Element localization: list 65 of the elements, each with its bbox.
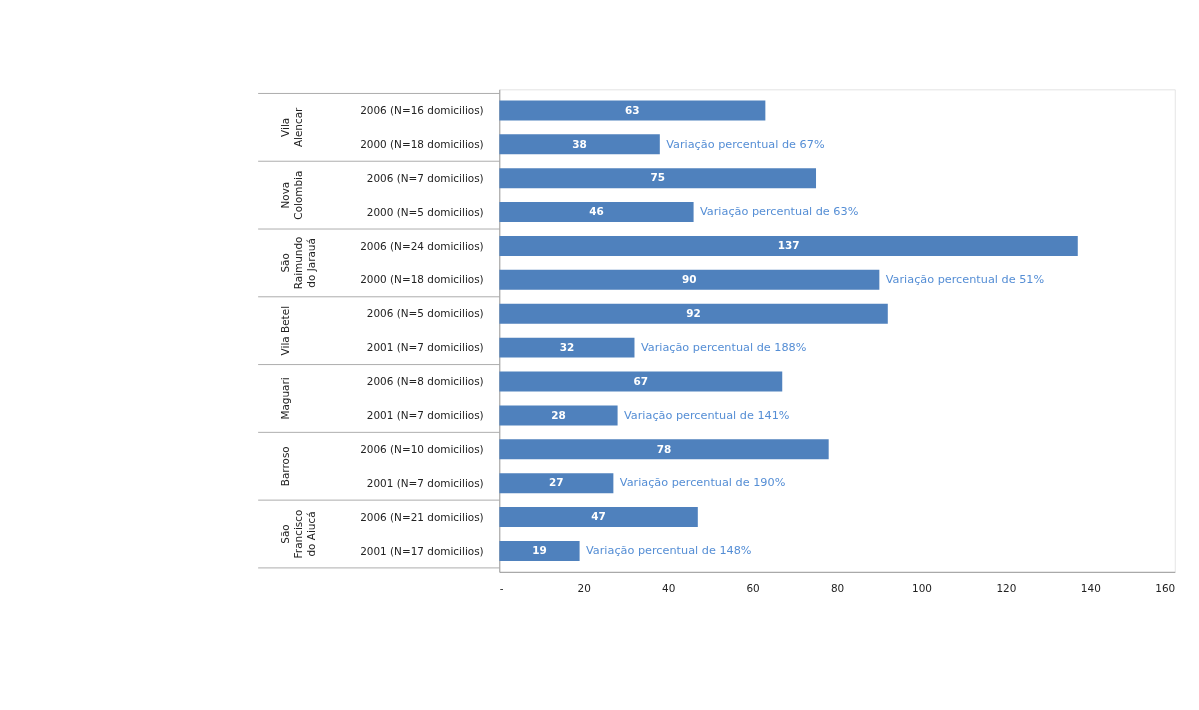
data-label: 19 xyxy=(532,544,547,557)
bar xyxy=(499,269,880,290)
data-label: 92 xyxy=(686,306,701,319)
bar xyxy=(499,303,888,324)
data-label: 90 xyxy=(682,273,697,286)
bar xyxy=(499,134,660,155)
y-tick-label: 2006 (N=7 domicilios) xyxy=(366,171,484,184)
annotation: Variação percentual de 51% xyxy=(885,273,1045,287)
y-tick-label: 2001 (N=7 domicilios) xyxy=(366,476,484,489)
bar xyxy=(499,168,817,189)
annotation: Variação percentual de 188% xyxy=(640,340,807,354)
x-tick-label: 100 xyxy=(912,581,932,594)
x-tick-label: 140 xyxy=(1080,581,1101,594)
y-tick-label: 2006 (N=10 domicilios) xyxy=(360,442,484,455)
annotation: Variação percentual de 148% xyxy=(586,544,752,558)
data-label: 38 xyxy=(572,137,587,150)
data-label: 137 xyxy=(777,239,800,252)
data-label: 28 xyxy=(551,408,566,421)
text: Maguari xyxy=(279,377,292,420)
x-tick-label: 80 xyxy=(830,581,845,594)
bar xyxy=(499,540,580,561)
bar xyxy=(499,100,766,121)
bar xyxy=(499,202,694,223)
x-tick-label: 120 xyxy=(996,581,1017,594)
data-label: 46 xyxy=(589,205,604,218)
text: Nova Colombia xyxy=(279,170,305,220)
x-tick-label: - xyxy=(499,581,504,594)
annotation: Variação percentual de 141% xyxy=(624,408,790,422)
y-tick-label: 2006 (N=21 domicilios) xyxy=(360,510,484,523)
data-label: 63 xyxy=(625,103,640,116)
data-label: 78 xyxy=(656,442,672,455)
data-label: 27 xyxy=(549,476,564,489)
y-tick-label: 2006 (N=8 domicilios) xyxy=(366,375,484,388)
x-tick-label: 60 xyxy=(746,581,760,594)
annotation: Variação percentual de 67% xyxy=(666,137,825,151)
bar xyxy=(499,507,698,528)
text: Barroso xyxy=(279,446,292,487)
text: São Francisco do Aiucá xyxy=(279,509,318,559)
data-label: 32 xyxy=(559,340,575,353)
bar xyxy=(499,405,618,426)
y-tick-label: 2006 (N=16 domicilios) xyxy=(360,104,484,117)
x-tick-label: 20 xyxy=(577,581,591,594)
bar xyxy=(499,473,614,494)
annotation: Variação percentual de 190% xyxy=(619,476,786,490)
y-tick-label: 2006 (N=24 domicilios) xyxy=(360,239,484,252)
bar xyxy=(499,439,829,460)
y-tick-label: 2001 (N=17 domicilios) xyxy=(360,544,484,557)
data-label: 75 xyxy=(650,171,665,184)
y-tick-label: 2000 (N=18 domicilios) xyxy=(360,137,484,150)
y-tick-label: 2001 (N=7 domicilios) xyxy=(366,341,484,354)
y-tick-label: 2006 (N=5 domicilios) xyxy=(366,307,484,320)
annotation: Variação percentual de 63% xyxy=(700,205,859,219)
text: Vila Betel xyxy=(279,305,292,356)
bar xyxy=(499,337,635,358)
data-label: 67 xyxy=(633,374,649,387)
bar xyxy=(499,235,1078,256)
y-tick-label: 2000 (N=18 domicilios) xyxy=(360,273,484,286)
y-tick-label: 2001 (N=7 domicilios) xyxy=(366,409,484,422)
data-label: 47 xyxy=(591,510,606,523)
bar xyxy=(499,371,783,392)
text: São Raimundo do Jarauá xyxy=(279,236,318,290)
text: Vila Alencar xyxy=(279,106,305,148)
x-tick-label: 40 xyxy=(662,581,676,594)
y-tick-label: 2000 (N=5 domicilios) xyxy=(366,205,484,218)
x-tick-label: 160 xyxy=(1155,581,1176,594)
